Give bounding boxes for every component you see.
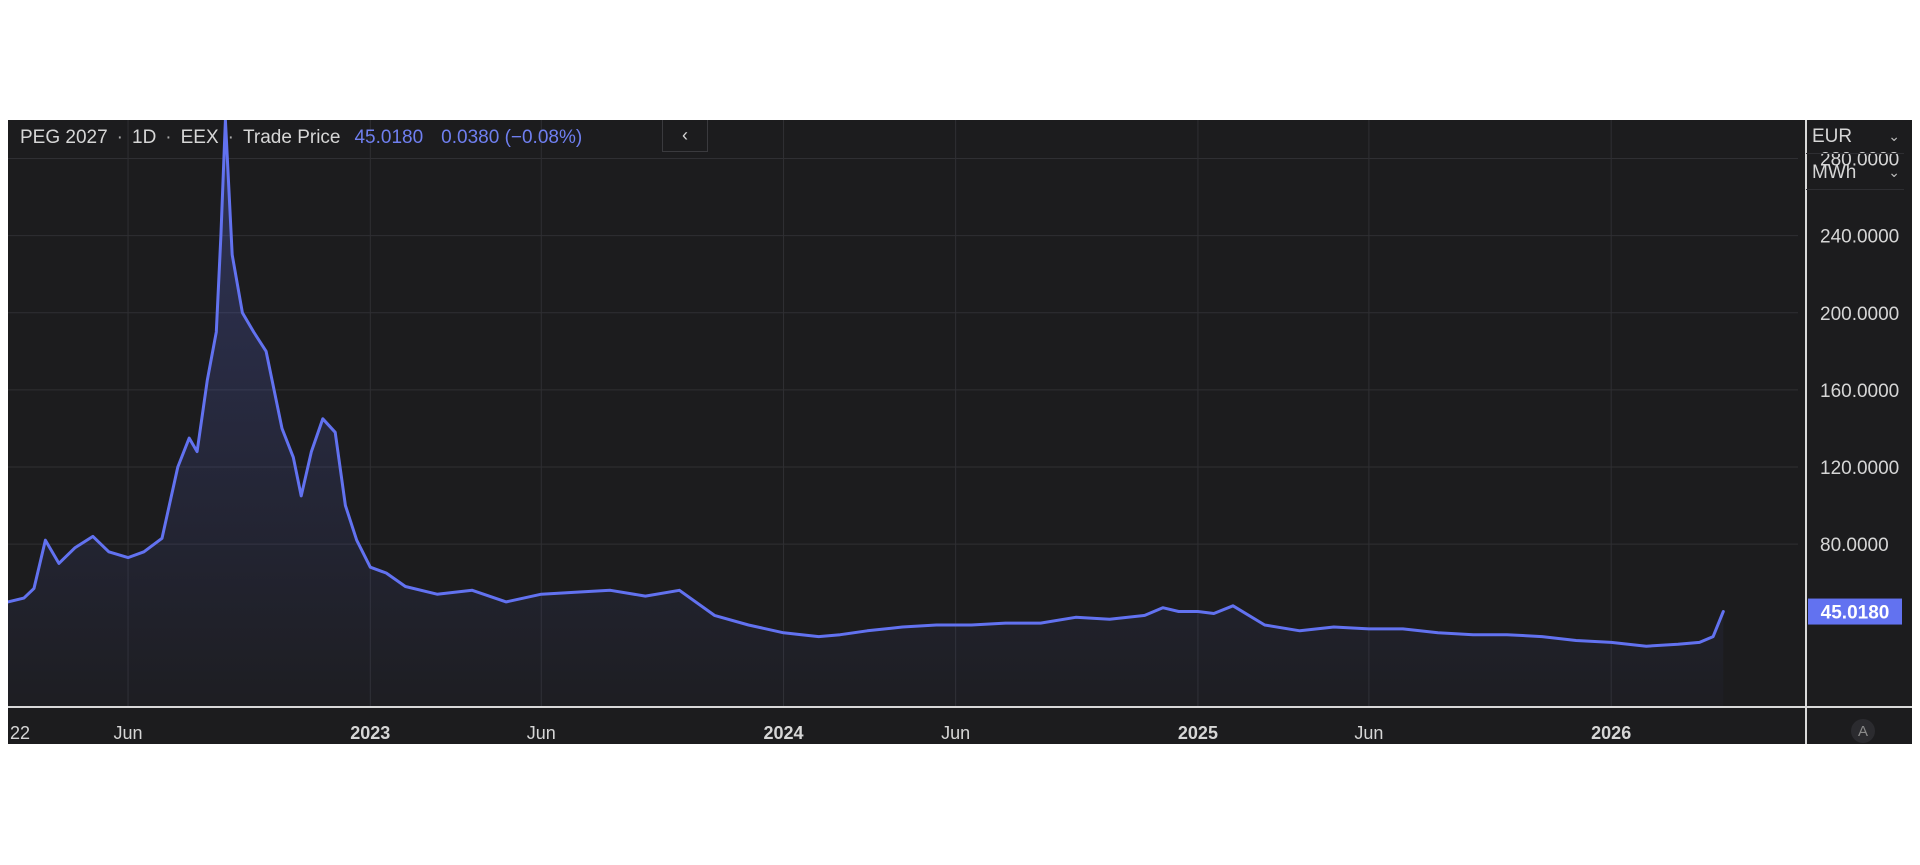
- chevron-down-icon: ⌄: [1888, 164, 1900, 180]
- x-tick-label: 2026: [1591, 723, 1631, 743]
- last-price: 45.0180: [354, 127, 424, 148]
- header-separator: ·: [165, 127, 172, 148]
- series-layer: [8, 120, 1725, 706]
- series-line: [8, 120, 1725, 648]
- price-change: 0.0380 (−0.08%): [441, 127, 583, 148]
- collapse-legend-button[interactable]: ‹: [662, 120, 708, 152]
- price-type-label: Trade Price: [242, 127, 341, 148]
- last-price-tag: [1808, 598, 1902, 625]
- y-tick-label: 120.0000: [1820, 458, 1899, 479]
- x-tick-label: 2024: [764, 723, 804, 743]
- chart-header: PEG 2027 · 1D · EEX · Trade Price 45.018…: [20, 126, 582, 150]
- y-tick-label: 160.0000: [1820, 381, 1899, 402]
- currency-value: EUR: [1812, 125, 1853, 147]
- unit-value: MWh: [1812, 161, 1857, 183]
- x-tick-label: 2023: [350, 723, 390, 743]
- y-tick-label: 200.0000: [1820, 304, 1899, 325]
- x-tick-label: 22: [10, 723, 30, 743]
- chart-widget[interactable]: 80.0000 120.0000 160.0000 200.0000 240.0000 2…: [8, 120, 1912, 744]
- last-price-tag-label: 45.0180: [1821, 603, 1890, 624]
- y-tick-label: 240.0000: [1820, 227, 1899, 248]
- grid: [8, 120, 1798, 706]
- y-tick-label: 280.0000: [1820, 150, 1899, 171]
- series-area: [8, 120, 1724, 706]
- price-chart[interactable]: 80.0000 120.0000 160.0000 200.0000 240.0000 2…: [8, 120, 1912, 744]
- y-tick-label: 80.0000: [1820, 535, 1889, 556]
- currency-select[interactable]: EUR ⌄: [1806, 120, 1904, 154]
- auto-scale-label: A: [1857, 722, 1868, 740]
- x-tick-label: Jun: [1354, 723, 1383, 743]
- header-separator: ·: [116, 127, 123, 148]
- axes: 80.0000 120.0000 160.0000 200.0000 240.0000 2…: [8, 120, 1912, 744]
- chevron-left-icon: ‹: [682, 125, 688, 145]
- x-tick-label: Jun: [113, 723, 142, 743]
- x-tick-label: Jun: [527, 723, 556, 743]
- x-tick-label: Jun: [941, 723, 970, 743]
- exchange-label: EEX: [180, 127, 219, 148]
- x-tick-label: 2025: [1178, 723, 1218, 743]
- unit-select[interactable]: MWh ⌄: [1806, 156, 1904, 190]
- interval-label[interactable]: 1D: [132, 127, 157, 148]
- chevron-down-icon: ⌄: [1888, 128, 1900, 144]
- auto-scale-button[interactable]: A: [1851, 719, 1875, 743]
- symbol-label[interactable]: PEG 2027: [20, 127, 108, 148]
- header-separator: ·: [227, 127, 234, 148]
